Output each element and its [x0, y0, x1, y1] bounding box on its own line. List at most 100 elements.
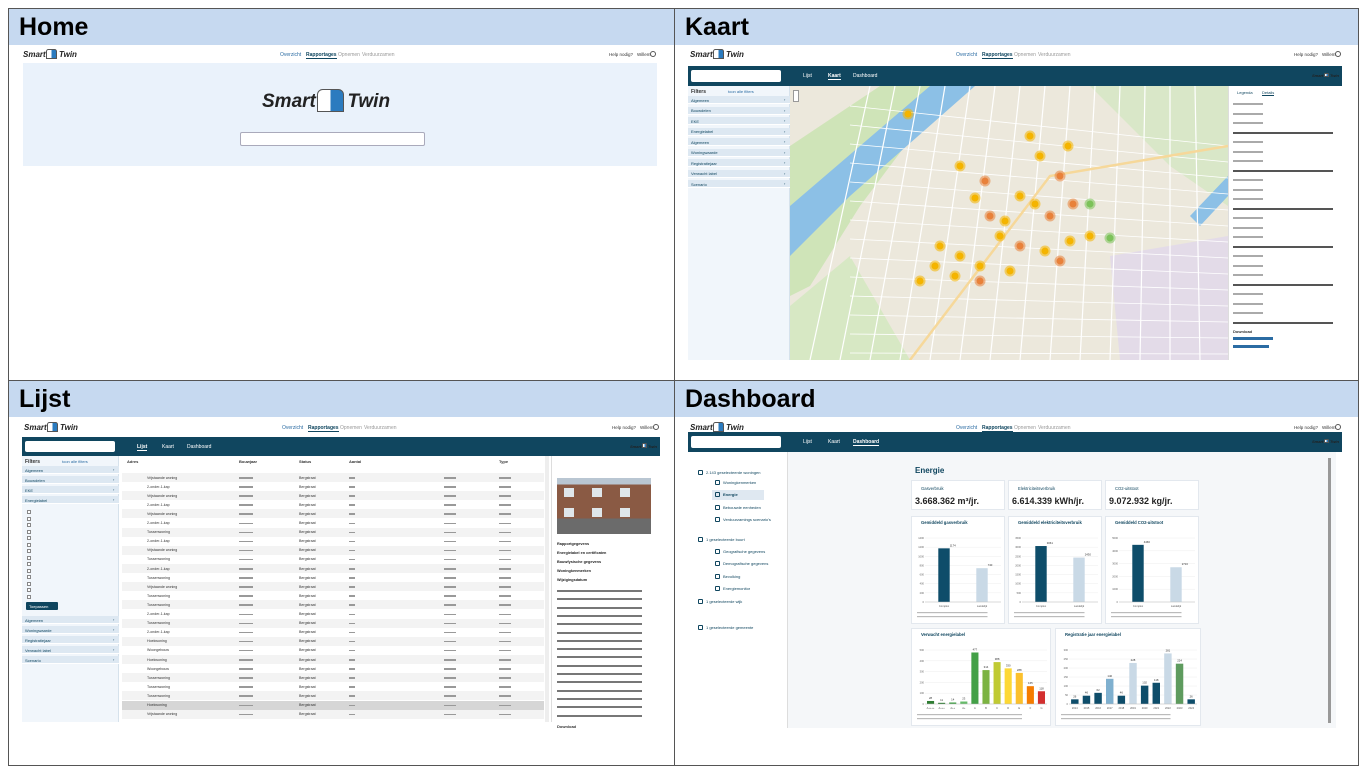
panel-tab[interactable]: Details — [1262, 90, 1275, 96]
checkbox[interactable] — [27, 594, 31, 599]
user-name[interactable]: Willem — [1322, 52, 1336, 57]
user-icon[interactable] — [653, 424, 659, 430]
detail-section[interactable]: Woningkenmerken — [557, 569, 591, 573]
filter-group[interactable] — [688, 138, 790, 146]
sidebar-item[interactable]: 2.143 geselecteerde woningen — [706, 470, 761, 475]
filter-group[interactable] — [688, 117, 790, 125]
checkbox[interactable] — [27, 568, 31, 573]
nav-link[interactable]: Overzicht — [282, 425, 304, 431]
table-row[interactable] — [122, 473, 544, 482]
nav-link[interactable]: Verduurzamen — [1038, 425, 1071, 431]
table-row[interactable] — [122, 618, 544, 628]
download-link[interactable] — [1233, 337, 1273, 340]
user-icon[interactable] — [1335, 51, 1341, 57]
search-box[interactable] — [691, 436, 781, 448]
detail-section[interactable]: Bouwfysische gegevens — [557, 560, 602, 564]
tab[interactable]: Dashboard — [187, 443, 212, 450]
table-row[interactable] — [122, 682, 544, 692]
search-box[interactable] — [25, 441, 115, 452]
nav-link[interactable]: Overzicht — [956, 425, 978, 431]
tab[interactable]: Lijst — [803, 439, 812, 445]
table-row[interactable] — [122, 664, 544, 674]
help-link[interactable]: Help nodig? — [1294, 52, 1319, 57]
detail-section[interactable]: Rapportgegevens — [557, 542, 590, 546]
table-row[interactable] — [122, 482, 544, 492]
zoom-control[interactable] — [793, 90, 799, 102]
filter-group[interactable] — [22, 616, 119, 624]
sidebar-item[interactable]: Verduurzamings scenario's — [723, 517, 771, 522]
nav-link[interactable]: Overzicht — [956, 52, 978, 58]
checkbox[interactable] — [27, 536, 31, 540]
table-row[interactable] — [122, 609, 544, 619]
checkbox[interactable] — [27, 549, 31, 553]
sidebar-item[interactable]: Bebouwde eenheden — [723, 505, 761, 510]
checkbox[interactable] — [27, 562, 31, 566]
sidebar-item[interactable]: Energiemonitor — [723, 586, 751, 591]
tab[interactable]: Kaart — [162, 443, 174, 450]
sidebar-item[interactable]: Energie — [723, 492, 738, 497]
nav-link[interactable]: Rapportages — [982, 52, 1013, 59]
checkbox[interactable] — [27, 529, 31, 534]
filters-link[interactable]: toon alle filters — [728, 89, 754, 94]
filter-group[interactable] — [688, 180, 790, 188]
table-row[interactable] — [122, 554, 544, 564]
filter-group[interactable] — [688, 159, 790, 167]
filter-group[interactable] — [688, 96, 790, 104]
table-row[interactable] — [122, 527, 544, 537]
filter-group[interactable] — [22, 496, 119, 504]
nav-link[interactable]: Verduurzamen — [1038, 52, 1071, 58]
table-row[interactable] — [122, 545, 544, 555]
table-row[interactable] — [122, 600, 544, 610]
table-row[interactable] — [122, 500, 544, 510]
search-box[interactable] — [240, 132, 425, 146]
tab[interactable]: Dashboard — [853, 73, 878, 79]
checkbox[interactable] — [27, 510, 31, 514]
filter-group[interactable] — [688, 106, 790, 115]
checkbox[interactable] — [27, 542, 31, 547]
table-row[interactable] — [122, 509, 544, 519]
panel-tab[interactable]: Legenda — [1237, 90, 1253, 95]
table-row[interactable] — [122, 491, 544, 501]
sidebar-item[interactable]: Woningkenmerken — [723, 480, 757, 485]
filter-group[interactable] — [22, 656, 119, 664]
table-row[interactable] — [122, 582, 544, 592]
nav-link[interactable]: Opnemen — [338, 52, 360, 58]
checkbox[interactable] — [27, 575, 31, 579]
user-name[interactable]: Willem — [640, 425, 654, 430]
table-row[interactable] — [122, 700, 544, 710]
filter-group[interactable] — [22, 636, 119, 644]
table-row[interactable] — [122, 536, 544, 546]
sidebar-item[interactable]: Demografische gegevens — [723, 561, 769, 566]
table-row[interactable] — [122, 573, 544, 583]
nav-link[interactable]: Overzicht — [280, 52, 302, 58]
nav-link[interactable]: Rapportages — [308, 425, 339, 432]
filter-group[interactable] — [22, 466, 119, 474]
sidebar-item[interactable]: 1 geselecteerde gemeente — [706, 625, 754, 630]
apply-button[interactable] — [26, 602, 58, 610]
checkbox[interactable] — [27, 516, 31, 521]
nav-link[interactable]: Verduurzamen — [362, 52, 395, 58]
help-link[interactable]: Help nodig? — [1294, 425, 1319, 430]
table-row[interactable] — [122, 673, 544, 683]
download-link[interactable] — [1233, 345, 1269, 348]
checkbox[interactable] — [27, 581, 31, 586]
nav-link[interactable]: Opnemen — [1014, 425, 1036, 431]
tab[interactable]: Kaart — [828, 73, 841, 80]
filter-group[interactable] — [22, 626, 119, 634]
search-box[interactable] — [691, 70, 781, 82]
table-row[interactable] — [122, 518, 544, 528]
nav-link[interactable]: Opnemen — [340, 425, 362, 431]
checkbox[interactable] — [27, 523, 31, 527]
tab[interactable]: Lijst — [137, 443, 148, 451]
user-icon[interactable] — [650, 51, 656, 57]
tab[interactable]: Lijst — [803, 73, 812, 79]
table-row[interactable] — [122, 691, 544, 701]
filter-group[interactable] — [688, 127, 790, 136]
filter-group[interactable] — [22, 476, 119, 484]
tab[interactable]: Kaart — [828, 439, 840, 445]
sidebar-item[interactable]: Bevolking — [723, 574, 741, 579]
tab[interactable]: Dashboard — [853, 439, 880, 446]
filters-link[interactable]: toon alle filters — [62, 459, 88, 464]
help-link[interactable]: Help nodig? — [612, 425, 637, 430]
filter-group[interactable] — [22, 646, 119, 654]
